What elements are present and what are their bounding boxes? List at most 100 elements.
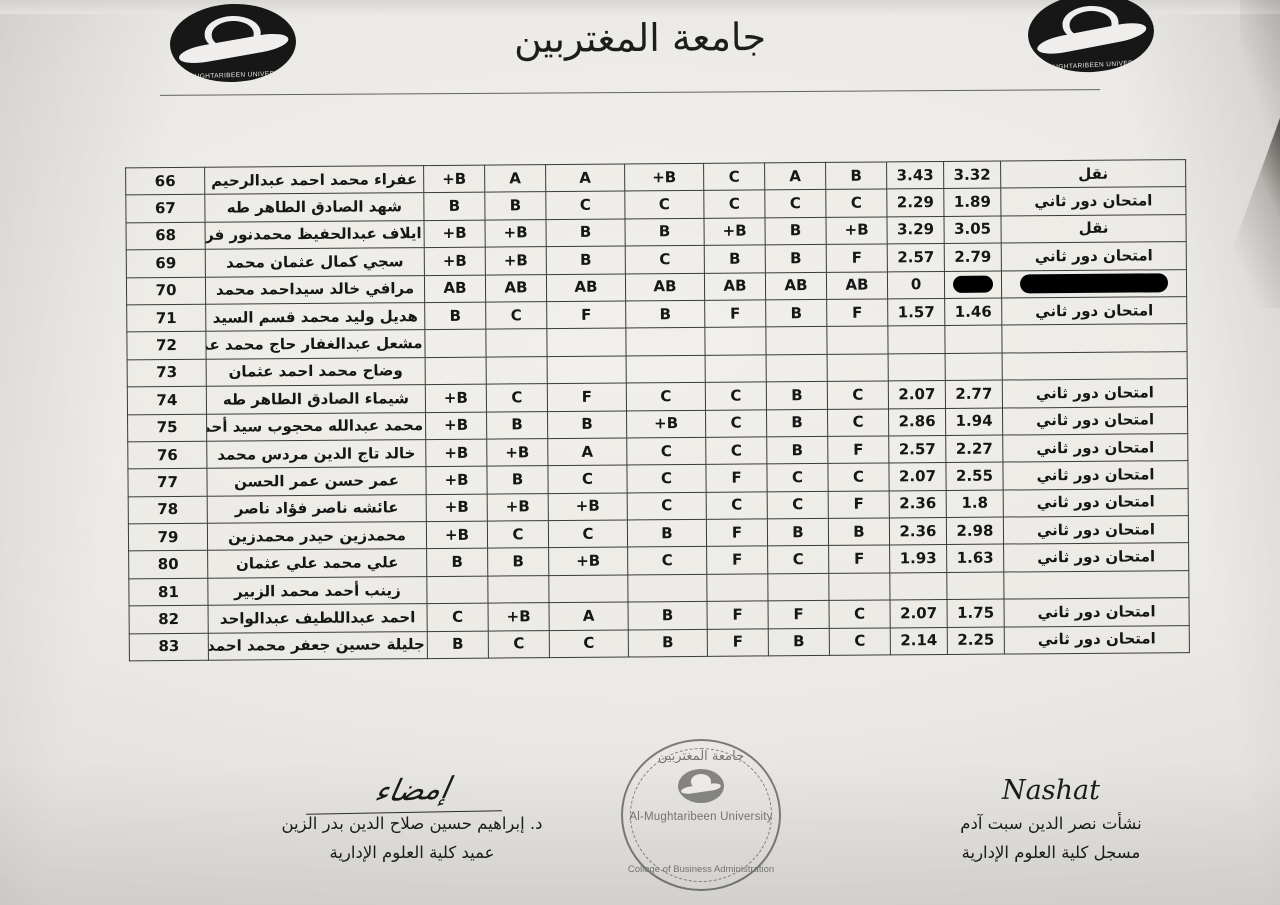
row-grade-3: C bbox=[703, 190, 765, 219]
row-grade-7: B+ bbox=[425, 466, 488, 495]
row-serial-number: 83 bbox=[129, 632, 209, 661]
row-grade-4: C bbox=[626, 382, 706, 411]
row-note: نقل bbox=[1000, 159, 1186, 189]
row-gpa-semester: 0 bbox=[887, 271, 945, 299]
row-grade-3: F bbox=[704, 299, 766, 328]
row-student-name: علي محمد علي عثمان bbox=[207, 549, 427, 579]
row-serial-number: 70 bbox=[126, 276, 206, 305]
registrar-name: نشأت نصر الدين سبت آدم bbox=[960, 814, 1142, 833]
row-gpa-semester: 2.14 bbox=[890, 627, 948, 655]
row-grade-4 bbox=[625, 327, 706, 356]
row-gpa-semester: 2.86 bbox=[888, 408, 946, 436]
row-serial-number: 79 bbox=[128, 523, 208, 552]
row-grade-1: B bbox=[825, 161, 887, 190]
row-grade-7: C bbox=[427, 603, 489, 632]
registrar-signature-block: Nashat نشأت نصر الدين سبت آدم مسجل كلية … bbox=[906, 770, 1196, 862]
row-student-name: جليلة حسين جعفر محمد احمد bbox=[208, 631, 428, 661]
dean-role: عميد كلية العلوم الإدارية bbox=[329, 843, 495, 862]
row-grade-2: A bbox=[764, 162, 826, 191]
row-grade-5: B+ bbox=[548, 547, 628, 576]
row-serial-number: 68 bbox=[126, 222, 206, 251]
row-grade-3: C bbox=[705, 382, 767, 410]
row-gpa-cumulative: 2.98 bbox=[946, 517, 1004, 545]
row-note: امتحان دور ثاني bbox=[1002, 460, 1189, 490]
row-gpa-semester: 1.57 bbox=[887, 298, 945, 327]
row-grade-4: C bbox=[627, 492, 707, 521]
row-grade-2: B bbox=[764, 217, 827, 246]
row-grade-2: C bbox=[767, 545, 829, 574]
row-grade-1: F bbox=[826, 298, 888, 327]
row-gpa-semester: 2.07 bbox=[889, 599, 948, 628]
row-grade-6: C bbox=[488, 630, 550, 659]
row-grade-1: C bbox=[829, 627, 891, 656]
row-grade-1: C bbox=[827, 381, 889, 409]
row-grade-5: B+ bbox=[548, 492, 628, 521]
row-student-name: مشعل عبدالغفار حاج محمد عمر bbox=[205, 329, 426, 360]
row-serial-number: 82 bbox=[129, 605, 209, 634]
row-gpa-semester: 2.07 bbox=[888, 462, 947, 491]
row-note: امتحان دور ثاني bbox=[1002, 433, 1188, 463]
row-gpa-cumulative bbox=[945, 352, 1003, 381]
row-grade-6 bbox=[485, 328, 548, 357]
row-serial-number: 72 bbox=[126, 331, 207, 360]
row-grade-2: B bbox=[766, 408, 828, 437]
row-gpa-cumulative: 3.32 bbox=[943, 161, 1001, 189]
row-grade-2 bbox=[765, 326, 828, 355]
row-serial-number: 80 bbox=[128, 550, 208, 579]
row-grade-5 bbox=[547, 355, 627, 384]
grades-table-container: نقل 3.32 3.43 B A C B+ A A B+ عفراء محمد احمد عبدا… bbox=[125, 159, 1190, 662]
row-gpa-cumulative: 2.77 bbox=[945, 380, 1003, 409]
row-grade-4: B bbox=[628, 601, 708, 630]
row-serial-number: 71 bbox=[126, 304, 206, 333]
row-grade-4: B bbox=[625, 300, 705, 329]
row-grade-3: B bbox=[704, 245, 766, 273]
row-grade-7 bbox=[426, 575, 489, 604]
grades-table: نقل 3.32 3.43 B A C B+ A A B+ عفراء محمد احمد عبدا… bbox=[125, 159, 1190, 662]
row-gpa-cumulative: 3.05 bbox=[943, 215, 1002, 244]
row-grade-2: B bbox=[765, 299, 827, 328]
row-grade-1: F bbox=[826, 244, 888, 272]
row-student-name: محمد عبدالله محجوب سيد أحمد bbox=[206, 412, 426, 442]
row-grade-2: AB bbox=[765, 271, 827, 300]
row-grade-1: C bbox=[829, 600, 891, 629]
row-grade-5: C bbox=[549, 629, 629, 658]
row-note: امتحان دور ثاني bbox=[1002, 406, 1188, 435]
row-grade-2: F bbox=[768, 600, 830, 629]
row-student-name: سجي كمال عثمان محمد bbox=[205, 247, 425, 277]
row-serial-number: 75 bbox=[127, 413, 207, 442]
row-grade-5: C bbox=[548, 520, 628, 549]
row-grade-2 bbox=[766, 354, 828, 383]
row-grade-1 bbox=[828, 572, 890, 601]
row-grade-4: B+ bbox=[626, 409, 706, 438]
row-grade-6: B+ bbox=[486, 438, 548, 467]
row-grade-4 bbox=[626, 355, 706, 384]
row-student-name: عمر حسن عمر الحسن bbox=[206, 466, 427, 496]
row-grade-1: B bbox=[828, 518, 890, 546]
row-gpa-cumulative: 2.79 bbox=[944, 243, 1002, 272]
row-gpa-cumulative: 2.55 bbox=[945, 462, 1004, 491]
row-gpa-cumulative: 1.46 bbox=[944, 298, 1002, 326]
row-grade-7: B+ bbox=[425, 384, 487, 413]
row-student-name: خالد تاج الدين مردس محمد bbox=[206, 439, 426, 469]
row-gpa-cumulative bbox=[944, 270, 1002, 299]
row-grade-5: A bbox=[549, 602, 629, 631]
university-seal-stamp-icon: جامعة المغتربين Al-Mughtaribeen Universi… bbox=[621, 739, 781, 891]
row-grade-6: B+ bbox=[485, 219, 547, 248]
row-grade-7 bbox=[425, 356, 487, 385]
row-note bbox=[1002, 351, 1188, 381]
row-grade-2: B bbox=[767, 518, 829, 547]
row-grade-2: C bbox=[767, 491, 829, 519]
row-grade-4: B bbox=[628, 629, 708, 658]
row-grade-7: B+ bbox=[426, 493, 488, 522]
row-grade-3: AB bbox=[704, 272, 766, 301]
row-grade-7: B+ bbox=[426, 521, 488, 550]
row-student-name: زينب أحمد محمد الزبير bbox=[207, 576, 428, 606]
row-grade-4: AB bbox=[625, 272, 705, 301]
row-grade-3: B+ bbox=[703, 217, 766, 246]
row-grade-4: C bbox=[624, 190, 704, 219]
row-gpa-cumulative: 1.63 bbox=[946, 544, 1004, 573]
row-grade-7: B bbox=[424, 302, 486, 330]
row-note: امتحان دور ثاني bbox=[1003, 597, 1190, 627]
row-grade-1: AB bbox=[826, 271, 888, 300]
